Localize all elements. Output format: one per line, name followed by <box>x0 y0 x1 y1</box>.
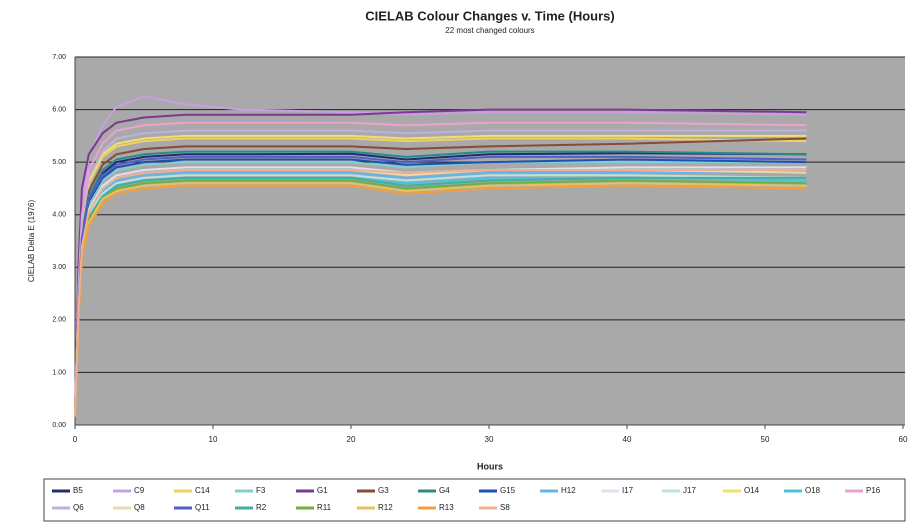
plot-area <box>75 57 905 425</box>
series-line <box>74 155 807 415</box>
legend-label: S8 <box>500 503 510 512</box>
legend-label: R11 <box>317 503 332 512</box>
legend-label: J17 <box>683 486 696 495</box>
legend-label: C14 <box>195 486 210 495</box>
legend-label: F3 <box>256 486 266 495</box>
legend-label: G4 <box>439 486 450 495</box>
legend-label: B5 <box>73 486 83 495</box>
legend-label: O14 <box>744 486 760 495</box>
y-tick-label: 4.00 <box>52 212 66 219</box>
legend-box <box>43 478 906 522</box>
legend-label: G3 <box>378 486 389 495</box>
series-line <box>74 129 807 414</box>
x-tick-label: 40 <box>623 435 632 444</box>
chart-subtitle: 22 most changed colours <box>445 26 534 35</box>
legend-label: O18 <box>805 486 821 495</box>
series-line <box>74 184 807 418</box>
legend-label: H12 <box>561 486 576 495</box>
legend-label: R12 <box>378 503 393 512</box>
x-tick-label: 50 <box>761 435 770 444</box>
x-tick-label: 20 <box>347 435 356 444</box>
y-tick-label: 6.00 <box>52 106 66 113</box>
chart-title: CIELAB Colour Changes v. Time (Hours) <box>365 8 614 23</box>
y-tick-label: 7.00 <box>52 54 66 61</box>
legend-label: C9 <box>134 486 145 495</box>
y-tick-label: 5.00 <box>52 159 66 166</box>
y-tick-label: 3.00 <box>52 264 66 271</box>
legend-label: G1 <box>317 486 328 495</box>
series-line <box>74 95 807 412</box>
y-tick-label: 2.00 <box>52 317 66 324</box>
y-tick-label: 0.00 <box>52 422 66 429</box>
legend-label: R2 <box>256 503 267 512</box>
y-axis-label: CIELAB Delta E (1976) <box>27 200 36 283</box>
series-line <box>74 108 807 410</box>
x-axis-label: Hours <box>477 461 503 471</box>
y-tick-label: 1.00 <box>52 369 66 376</box>
x-tick-label: 30 <box>485 435 494 444</box>
legend-label: Q8 <box>134 503 145 512</box>
legend-label: Q6 <box>73 503 84 512</box>
legend-label: G15 <box>500 486 516 495</box>
legend-label: P16 <box>866 486 881 495</box>
series-line <box>74 169 807 416</box>
x-tick-label: 0 <box>73 435 78 444</box>
legend-label: R13 <box>439 503 454 512</box>
legend-label: Q11 <box>195 503 210 512</box>
legend-label: I17 <box>622 486 634 495</box>
x-tick-label: 60 <box>899 435 908 444</box>
x-tick-label: 10 <box>209 435 218 444</box>
